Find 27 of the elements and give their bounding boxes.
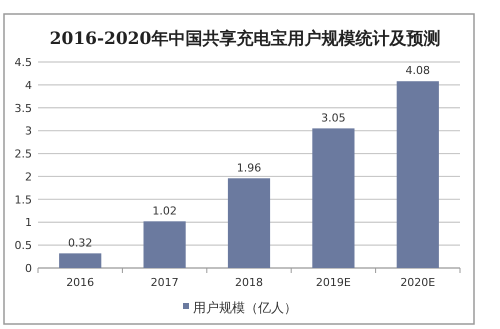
y-tick-label: 2 bbox=[25, 170, 32, 184]
bar bbox=[396, 81, 439, 268]
data-label: 0.32 bbox=[68, 236, 92, 250]
chart-title: 2016-2020年中国共享充电宝用户规模统计及预测 bbox=[50, 29, 440, 49]
y-tick-label: 3 bbox=[25, 124, 32, 138]
bar bbox=[228, 178, 270, 268]
x-tick-label: 2020E bbox=[400, 276, 436, 289]
data-label: 1.96 bbox=[236, 161, 262, 174]
y-tick-label: 0 bbox=[25, 262, 32, 275]
y-tick-label: 3.5 bbox=[14, 102, 32, 115]
y-tick-label: 1.5 bbox=[14, 193, 32, 206]
x-tick-label: 2018 bbox=[235, 276, 263, 289]
y-tick-label: 4.5 bbox=[14, 56, 32, 69]
bar bbox=[59, 253, 102, 268]
data-label: 4.08 bbox=[406, 64, 430, 78]
y-tick-label: 2.5 bbox=[14, 148, 32, 161]
bar bbox=[312, 128, 354, 268]
x-tick-label: 2016 bbox=[66, 276, 94, 289]
data-label: 1.02 bbox=[152, 204, 177, 218]
legend-label: 用户规模（亿人） bbox=[193, 301, 297, 316]
x-tick-label: 2019E bbox=[316, 276, 351, 289]
data-label: 3.05 bbox=[321, 111, 346, 124]
y-tick-label: 4 bbox=[25, 78, 32, 92]
x-tick-label: 2017 bbox=[150, 276, 179, 289]
y-tick-label: 1 bbox=[25, 216, 32, 230]
bar bbox=[144, 221, 186, 268]
y-tick-label: 0.5 bbox=[14, 239, 32, 252]
